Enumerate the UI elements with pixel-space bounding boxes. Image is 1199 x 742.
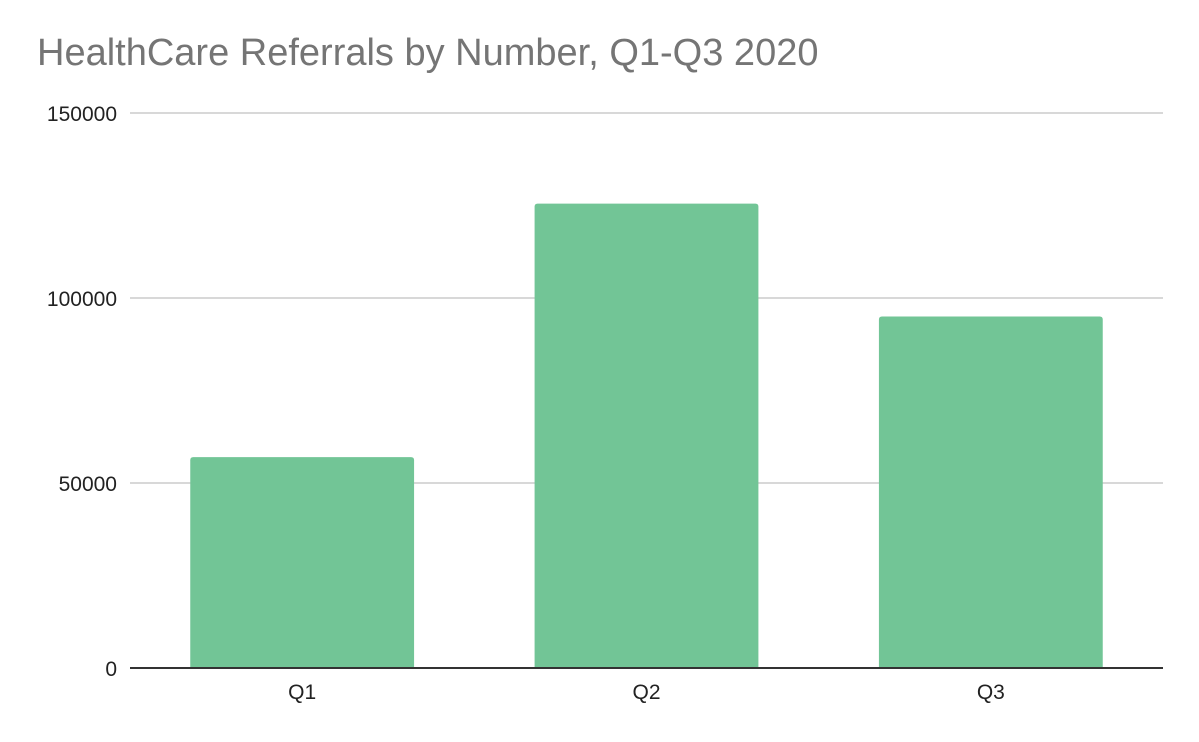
x-tick-label-q3: Q3 <box>977 681 1005 704</box>
bars <box>190 203 1103 668</box>
x-tick-label-q2: Q2 <box>632 681 660 704</box>
x-tick-label-q1: Q1 <box>288 681 316 704</box>
bar-q3 <box>878 316 1103 668</box>
y-tick-label-150000: 150000 <box>47 103 117 126</box>
tick-labels: 0 50000 100000 150000 Q1 Q2 Q3 <box>47 103 1005 704</box>
chart-title: HealthCare Referrals by Number, Q1-Q3 20… <box>37 32 819 74</box>
bar-q1 <box>190 457 415 668</box>
y-tick-label-0: 0 <box>105 658 117 681</box>
y-tick-label-100000: 100000 <box>47 288 117 311</box>
y-tick-label-50000: 50000 <box>59 473 117 496</box>
bar-q2 <box>534 203 759 668</box>
